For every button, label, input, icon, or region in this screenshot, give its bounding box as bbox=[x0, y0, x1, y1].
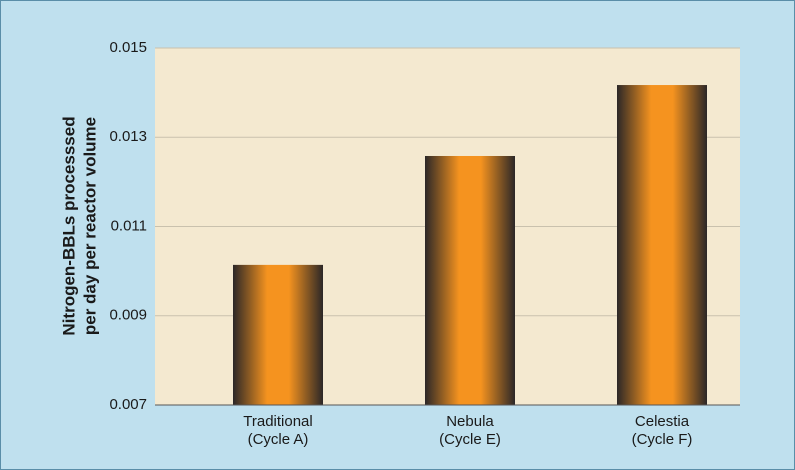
x-tick-label: Nebula bbox=[446, 413, 494, 430]
y-tick-label: 0.007 bbox=[109, 396, 147, 413]
y-axis-title: Nitrogen-BBLs processsed per day per rea… bbox=[59, 116, 99, 335]
y-axis-title-line: per day per reactor volume bbox=[80, 117, 99, 335]
x-tick-label: (Cycle F) bbox=[632, 431, 693, 448]
bar bbox=[617, 85, 707, 405]
x-tick-label: (Cycle A) bbox=[248, 431, 309, 448]
y-tick-label: 0.009 bbox=[109, 307, 147, 324]
x-tick-label: Celestia bbox=[635, 413, 690, 430]
x-tick-label: (Cycle E) bbox=[439, 431, 501, 448]
bar bbox=[233, 264, 323, 405]
y-tick-label: 0.011 bbox=[111, 217, 147, 234]
y-tick-label: 0.015 bbox=[109, 39, 147, 56]
bar bbox=[425, 155, 515, 405]
y-axis-title-line: Nitrogen-BBLs processsed bbox=[59, 116, 78, 335]
y-tick-label: 0.013 bbox=[109, 128, 147, 145]
x-tick-label: Traditional bbox=[243, 413, 312, 430]
